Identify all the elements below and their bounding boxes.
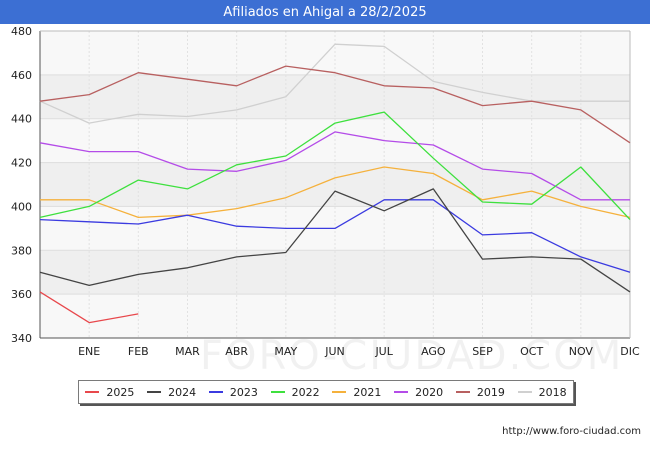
legend-label: 2019 — [476, 385, 505, 399]
legend-label: 2020 — [415, 385, 444, 399]
legend-label: 2023 — [229, 385, 258, 399]
chart-title: Afiliados en Ahigal a 28/2/2025 — [223, 4, 427, 20]
x-tick-label: OCT — [520, 345, 543, 358]
legend-swatch — [85, 391, 100, 393]
x-tick-label: SEP — [472, 345, 493, 358]
legend-label: 2021 — [353, 385, 382, 399]
legend-swatch — [517, 391, 532, 393]
watermark-text: FORO-CIUDAD.COM — [200, 333, 624, 379]
source-url: http://www.foro-ciudad.com — [502, 426, 641, 437]
y-tick-label: 400 — [11, 200, 32, 213]
legend-item-2018: 2018 — [517, 385, 567, 399]
y-tick-label: 360 — [11, 288, 32, 301]
x-tick-label: JUN — [324, 345, 345, 358]
x-tick-label: JUL — [374, 345, 393, 358]
series-line-2022 — [39, 111, 631, 221]
legend-swatch — [332, 391, 347, 393]
x-tick-label: NOV — [569, 345, 594, 358]
legend-swatch — [394, 391, 409, 393]
legend-item-2025: 2025 — [85, 386, 134, 399]
legend-swatch — [147, 391, 162, 393]
x-tick-label: MAR — [175, 345, 200, 358]
legend-label: 2024 — [168, 385, 197, 399]
legend-swatch — [455, 391, 470, 393]
chart-title-bar: Afiliados en Ahigal a 28/2/2025 — [0, 0, 650, 24]
x-tick-label: FEB — [128, 345, 149, 358]
legend-item-2020: 2020 — [394, 386, 443, 399]
series-line-2024 — [39, 188, 631, 293]
x-tick-label: MAY — [274, 345, 297, 358]
legend-swatch — [270, 391, 285, 393]
legend-item-2024: 2024 — [147, 386, 196, 399]
chart-legend: 2025 2024 2023 2022 2021 2020 2019 2018 — [78, 380, 574, 404]
line-chart: 340 360 380 400 420 440 460 480 ENE FEB MAR ABR MAY J… — [11, 25, 640, 358]
legend-label: 2022 — [291, 385, 320, 399]
y-tick-label: 480 — [11, 25, 32, 38]
y-tick-label: 380 — [11, 244, 32, 257]
legend-item-2023: 2023 — [208, 385, 258, 399]
y-tick-label: 340 — [11, 332, 32, 345]
y-tick-label: 440 — [11, 113, 32, 126]
series-line-2025 — [39, 291, 139, 324]
series-line-2023 — [39, 199, 631, 273]
x-tick-label: ENE — [78, 345, 100, 358]
legend-item-2022: 2022 — [270, 385, 320, 399]
legend-item-2019: 2019 — [455, 385, 505, 399]
y-tick-label: 460 — [11, 69, 32, 82]
x-tick-label: ABR — [225, 345, 248, 358]
y-tick-label: 420 — [11, 157, 32, 170]
legend-item-2021: 2021 — [332, 386, 381, 399]
legend-label: 2025 — [106, 385, 135, 399]
legend-label: 2018 — [538, 385, 567, 399]
series-line-2021 — [40, 166, 631, 219]
series-line-2019 — [39, 65, 631, 144]
series-line-2020 — [39, 131, 630, 201]
legend-swatch — [208, 391, 223, 393]
x-tick-label: DIC — [620, 345, 640, 358]
x-tick-label: AGO — [421, 345, 446, 358]
